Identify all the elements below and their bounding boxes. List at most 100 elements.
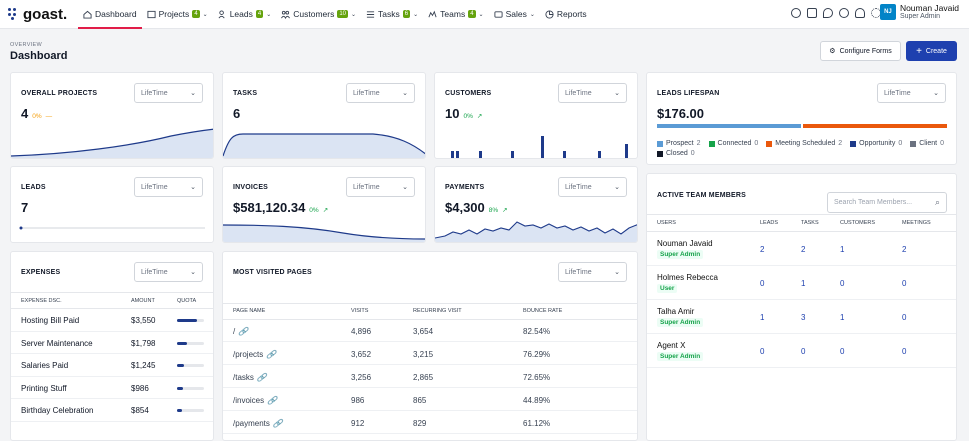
table-row[interactable]: Server Maintenance $1,798 bbox=[11, 332, 213, 354]
tasks-count[interactable]: 2 bbox=[801, 245, 806, 254]
filter-select[interactable]: LifeTime ⌄ bbox=[134, 177, 203, 197]
chevron-down-icon: ⌄ bbox=[933, 90, 939, 97]
member-name: Holmes Rebecca bbox=[657, 273, 718, 282]
column-header: QUOTA bbox=[177, 298, 197, 304]
table-row[interactable]: /payments 🔗 912 829 61.12% bbox=[223, 412, 637, 434]
card-value: $581,120.34 0% ↗ bbox=[233, 200, 328, 215]
meetings-count[interactable]: 0 bbox=[902, 313, 907, 322]
nav-teams[interactable]: Teams 4 ⌄ bbox=[423, 0, 488, 29]
tasks-count[interactable]: 3 bbox=[801, 313, 806, 322]
column-header: MEETINGS bbox=[902, 220, 931, 226]
link-icon[interactable]: 🔗 bbox=[266, 350, 277, 359]
chevron-down-icon: ⌄ bbox=[402, 184, 408, 191]
leads-count[interactable]: 1 bbox=[760, 313, 765, 322]
filter-select[interactable]: LifeTime ⌄ bbox=[558, 262, 627, 282]
link-icon[interactable]: 🔗 bbox=[256, 373, 267, 382]
card-value: $4,300 8% ↗ bbox=[445, 200, 508, 215]
bell-icon[interactable] bbox=[855, 8, 865, 18]
filter-select[interactable]: LifeTime ⌄ bbox=[134, 262, 203, 282]
create-button[interactable]: + Create bbox=[906, 41, 957, 61]
table-row[interactable]: / 🔗 4,896 3,654 82.54% bbox=[223, 320, 637, 342]
customers-count[interactable]: 0 bbox=[840, 279, 845, 288]
link-icon[interactable]: 🔗 bbox=[238, 327, 249, 336]
nav-reports[interactable]: Reports bbox=[540, 0, 592, 29]
trend-up-icon: ↗ bbox=[322, 207, 329, 214]
user-menu[interactable]: NJ Nouman Javaid Super Admin bbox=[879, 4, 959, 20]
search-icon[interactable] bbox=[839, 8, 849, 18]
meetings-count[interactable]: 2 bbox=[902, 245, 907, 254]
table-row[interactable]: Salaries Paid $1,245 bbox=[11, 354, 213, 377]
table-row[interactable]: Birthday Celebration $854 bbox=[11, 399, 213, 422]
moon-icon[interactable] bbox=[823, 8, 833, 18]
logo[interactable]: goast. bbox=[8, 6, 68, 23]
customers-card: CUSTOMERS LifeTime ⌄ 10 0% ↗ bbox=[434, 72, 638, 159]
main-nav: Dashboard Projects 4 ⌄ Leads 4 ⌄ Custome… bbox=[78, 0, 592, 29]
home-icon bbox=[83, 10, 92, 19]
meetings-count[interactable]: 0 bbox=[902, 347, 907, 356]
breadcrumb: OVERVIEW bbox=[10, 42, 42, 48]
role-badge: Super Admin bbox=[657, 318, 704, 327]
tasks-count[interactable]: 1 bbox=[801, 279, 806, 288]
team-members-card: ACTIVE TEAM MEMBERS Search Team Members.… bbox=[646, 173, 957, 441]
filter-select[interactable]: LifeTime ⌄ bbox=[558, 177, 627, 197]
leads-count[interactable]: 2 bbox=[760, 245, 765, 254]
page-title: Dashboard bbox=[10, 50, 68, 62]
tasks-count[interactable]: 0 bbox=[801, 347, 806, 356]
nav-sales[interactable]: Sales ⌄ bbox=[489, 0, 540, 29]
table-row[interactable]: Hosting Bill Paid $3,550 bbox=[11, 309, 213, 332]
trend-up-icon: ↗ bbox=[502, 207, 508, 214]
link-icon[interactable]: 🔗 bbox=[267, 396, 278, 405]
nav-label: Sales bbox=[505, 9, 527, 19]
column-header: AMOUNT bbox=[131, 298, 155, 304]
legend-item: Prospect 2 bbox=[657, 140, 701, 147]
customers-count[interactable]: 0 bbox=[840, 347, 845, 356]
nav-leads[interactable]: Leads 4 ⌄ bbox=[213, 0, 277, 29]
table-row[interactable]: /tasks 🔗 3,256 2,865 72.65% bbox=[223, 366, 637, 388]
value: 10 bbox=[445, 106, 460, 121]
leads-count[interactable]: 0 bbox=[760, 279, 765, 288]
trend-up-icon: ↗ bbox=[476, 113, 483, 120]
legend-swatch bbox=[850, 140, 857, 147]
search-icon: ⌕ bbox=[934, 197, 940, 207]
chevron-down-icon: ⌄ bbox=[614, 184, 620, 191]
table-row[interactable]: /projects 🔗 3,652 3,215 76.29% bbox=[223, 343, 637, 365]
sparkline bbox=[223, 133, 425, 158]
nav-dashboard[interactable]: Dashboard bbox=[78, 0, 142, 29]
meetings-count[interactable]: 0 bbox=[902, 279, 907, 288]
nav-label: Teams bbox=[440, 9, 466, 19]
filter-select[interactable]: LifeTime ⌄ bbox=[346, 177, 415, 197]
count-badge: 4 bbox=[468, 10, 476, 18]
nav-label: Tasks bbox=[378, 9, 400, 19]
customers-count[interactable]: 1 bbox=[840, 245, 845, 254]
chevron-down-icon: ⌄ bbox=[351, 11, 357, 18]
configure-forms-button[interactable]: ⚙ Configure Forms bbox=[820, 41, 901, 61]
nav-tasks[interactable]: Tasks 6 ⌄ bbox=[361, 0, 423, 29]
filter-select[interactable]: LifeTime ⌄ bbox=[877, 83, 946, 103]
quota-bar bbox=[177, 409, 204, 412]
table-row[interactable]: Nouman Javaid Super Admin 2 2 1 2 bbox=[647, 232, 956, 266]
filter-select[interactable]: LifeTime ⌄ bbox=[558, 83, 627, 103]
clock-icon[interactable] bbox=[791, 8, 801, 18]
chevron-down-icon: ⌄ bbox=[190, 184, 196, 191]
meeting-segment bbox=[803, 124, 947, 128]
customers-count[interactable]: 1 bbox=[840, 313, 845, 322]
bar-sparkline bbox=[451, 136, 628, 158]
nav-customers[interactable]: Customers 10 ⌄ bbox=[276, 0, 361, 29]
table-row[interactable]: Printing Stuff $986 bbox=[11, 377, 213, 399]
link-icon[interactable]: 🔗 bbox=[272, 419, 283, 428]
team-search-input[interactable]: Search Team Members... ⌕ bbox=[827, 192, 947, 213]
filter-select[interactable]: LifeTime ⌄ bbox=[134, 83, 203, 103]
value: $581,120.34 bbox=[233, 200, 306, 215]
filter-value: LifeTime bbox=[565, 268, 592, 276]
nav-projects[interactable]: Projects 4 ⌄ bbox=[142, 0, 213, 29]
filter-select[interactable]: LifeTime ⌄ bbox=[346, 83, 415, 103]
table-row[interactable]: Talha Amir Super Admin 1 3 1 0 bbox=[647, 300, 956, 334]
sparkline bbox=[19, 226, 205, 230]
calendar-icon[interactable] bbox=[807, 8, 817, 18]
change-percent: 0% bbox=[463, 113, 473, 120]
leads-count[interactable]: 0 bbox=[760, 347, 765, 356]
table-row[interactable]: Holmes Rebecca User 0 1 0 0 bbox=[647, 266, 956, 300]
table-row[interactable]: /invoices 🔗 986 865 44.89% bbox=[223, 389, 637, 411]
projects-icon bbox=[147, 10, 156, 19]
table-row[interactable]: Agent X Super Admin 0 0 0 0 bbox=[647, 334, 956, 368]
